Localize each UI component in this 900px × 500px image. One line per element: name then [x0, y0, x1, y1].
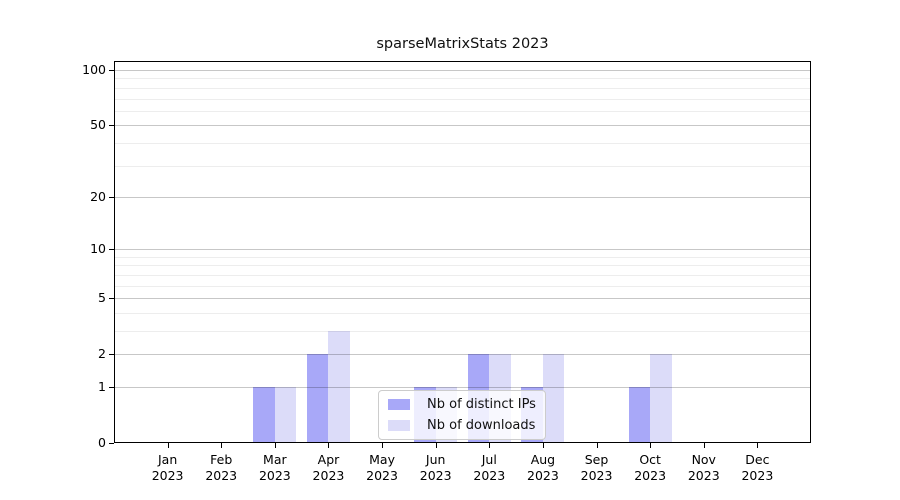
y-axis-tick — [109, 249, 114, 251]
y-axis-tick — [109, 125, 114, 127]
legend-label: Nb of distinct IPs — [427, 397, 536, 412]
legend-swatch — [388, 420, 410, 431]
major-gridline — [114, 298, 811, 300]
minor-gridline — [114, 142, 811, 144]
major-gridline — [114, 249, 811, 251]
legend-label: Nb of downloads — [427, 418, 536, 433]
x-axis-tick — [650, 443, 652, 448]
major-gridline — [114, 125, 811, 127]
x-axis-tick — [703, 443, 705, 448]
major-gridline — [114, 386, 811, 388]
x-axis-tick — [167, 443, 169, 448]
x-tick-label: Oct 2023 — [634, 452, 667, 483]
x-tick-label: May 2023 — [366, 452, 398, 483]
legend: Nb of distinct IPs Nb of downloads — [378, 390, 546, 440]
plot-border — [114, 61, 811, 443]
legend-item: Nb of distinct IPs — [388, 397, 536, 412]
x-tick-label: Jun 2023 — [419, 452, 452, 483]
bar-downloads — [542, 354, 565, 443]
x-tick-label: Jul 2023 — [473, 452, 506, 483]
bar-downloads — [328, 330, 350, 443]
y-tick-label: 50 — [90, 117, 106, 133]
y-axis-tick — [109, 70, 114, 72]
major-gridline — [114, 70, 811, 72]
y-tick-label: 2 — [98, 346, 106, 362]
y-axis-tick — [109, 386, 114, 388]
y-axis-tick — [109, 354, 114, 356]
legend-swatch — [388, 399, 410, 410]
bar-distinct-ips — [253, 386, 275, 443]
minor-gridline — [114, 265, 811, 267]
x-axis-tick — [382, 443, 384, 448]
x-axis-tick — [489, 443, 491, 448]
minor-gridline — [114, 285, 811, 287]
minor-gridline — [114, 330, 811, 332]
minor-gridline — [114, 110, 811, 112]
y-axis-tick — [109, 298, 114, 300]
x-axis-tick — [542, 443, 544, 448]
x-axis-tick — [757, 443, 759, 448]
legend-item: Nb of downloads — [388, 418, 536, 433]
minor-gridline — [114, 165, 811, 167]
x-tick-label: Nov 2023 — [687, 452, 720, 483]
minor-gridline — [114, 87, 811, 89]
minor-gridline — [114, 98, 811, 100]
x-axis-tick — [596, 443, 598, 448]
bar-downloads — [650, 354, 672, 443]
y-axis-tick — [109, 443, 114, 444]
x-tick-label: Mar 2023 — [258, 452, 291, 483]
x-tick-label: Sep 2023 — [580, 452, 613, 483]
y-tick-label: 100 — [82, 62, 106, 78]
y-tick-label: 1 — [98, 378, 106, 394]
x-tick-label: Dec 2023 — [741, 452, 774, 483]
minor-gridline — [114, 78, 811, 80]
x-axis-tick — [274, 443, 276, 448]
minor-gridline — [114, 256, 811, 258]
major-gridline — [114, 196, 811, 198]
y-tick-label: 10 — [90, 241, 106, 257]
x-axis-tick — [435, 443, 437, 448]
y-tick-label: 20 — [90, 188, 106, 204]
x-axis-tick — [328, 443, 330, 448]
chart-title: sparseMatrixStats 2023 — [376, 36, 549, 52]
minor-gridline — [114, 312, 811, 314]
x-tick-label: Feb 2023 — [205, 452, 238, 483]
bar-distinct-ips — [628, 386, 651, 443]
bar-downloads — [274, 386, 297, 443]
y-tick-label: 5 — [98, 290, 106, 306]
y-axis-tick — [109, 196, 114, 198]
y-tick-label: 0 — [98, 435, 106, 450]
bar-distinct-ips — [306, 354, 329, 443]
minor-gridline — [114, 274, 811, 276]
x-tick-label: Jan 2023 — [151, 452, 184, 483]
x-axis-tick — [221, 443, 223, 448]
major-gridline — [114, 354, 811, 356]
x-tick-label: Apr 2023 — [312, 452, 345, 483]
x-tick-label: Aug 2023 — [527, 452, 559, 483]
